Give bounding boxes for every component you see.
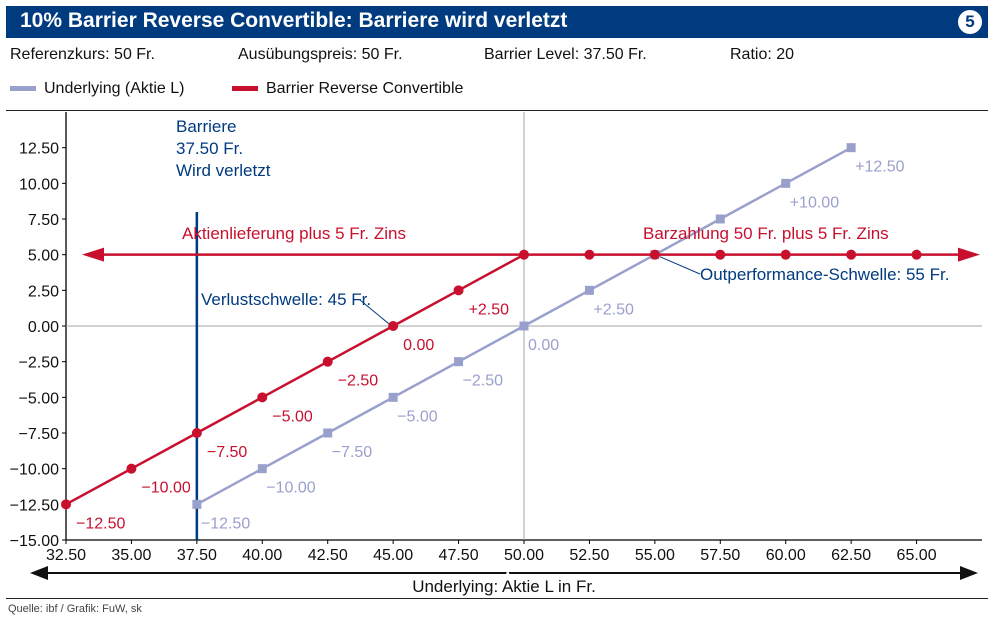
barrier-label: Barriere xyxy=(176,117,236,136)
outperformance-leader xyxy=(659,256,701,275)
x-tick-label: 52.50 xyxy=(569,547,609,564)
x-tick-label: 35.00 xyxy=(111,547,151,564)
source-note: Quelle: ibf / Grafik: FuW, sk xyxy=(8,603,142,615)
barrier-label: Wird verletzt xyxy=(176,161,271,180)
brc-point xyxy=(322,356,333,367)
series-line-brc xyxy=(65,253,525,506)
underlying-point xyxy=(323,428,333,438)
brc-point xyxy=(715,249,726,260)
underlying-value-label: −12.50 xyxy=(201,515,250,532)
x-tick-label: 65.00 xyxy=(897,547,937,564)
y-tick-label: −5.00 xyxy=(19,390,60,407)
annotation-verlustschwelle: Verlustschwelle: 45 Fr. xyxy=(201,290,371,309)
brc-value-label: −2.50 xyxy=(338,373,379,390)
legend-brc-label: Barrier Reverse Convertible xyxy=(266,80,464,97)
underlying-point xyxy=(715,214,725,224)
title-bar: 10% Barrier Reverse Convertible: Barrier… xyxy=(6,6,988,38)
brc-point xyxy=(911,249,922,260)
param-referenzkurs: Referenzkurs: 50 Fr. xyxy=(10,46,155,63)
x-tick-label: 62.50 xyxy=(831,547,871,564)
y-tick-label: −10.00 xyxy=(10,462,59,479)
underlying-value-label: −7.50 xyxy=(332,444,373,461)
brc-value-label: −12.50 xyxy=(76,515,125,532)
underlying-point xyxy=(454,357,464,367)
brc-value-label: 0.00 xyxy=(403,337,434,354)
y-tick-label: 0.00 xyxy=(28,319,59,336)
legend-brc: Barrier Reverse Convertible xyxy=(232,80,463,98)
chart-title: 10% Barrier Reverse Convertible: Barrier… xyxy=(20,9,568,32)
brc-point xyxy=(780,249,791,260)
legend-swatch-brc xyxy=(232,86,258,92)
brc-point xyxy=(191,428,202,438)
brc-point xyxy=(519,249,529,260)
x-tick-label: 40.00 xyxy=(242,547,282,564)
x-tick-label: 47.50 xyxy=(439,547,479,564)
y-tick-label: 12.50 xyxy=(19,141,59,158)
y-tick-label: −7.50 xyxy=(19,426,60,443)
param-barrier-level: Barrier Level: 37.50 Fr. xyxy=(484,46,647,63)
x-tick-label: 32.50 xyxy=(46,547,86,564)
brc-point xyxy=(257,392,268,403)
y-tick-label: −2.50 xyxy=(19,355,60,372)
x-tick-label: 57.50 xyxy=(700,547,740,564)
x-axis-arrow-left xyxy=(30,566,48,580)
brc-cap-arrow-left xyxy=(82,247,104,262)
verlustschwelle-leader xyxy=(359,299,390,325)
brc-point xyxy=(388,321,399,331)
legend-underlying: Underlying (Aktie L) xyxy=(10,80,185,98)
y-tick-label: 5.00 xyxy=(28,248,59,265)
underlying-value-label: −2.50 xyxy=(463,373,504,390)
underlying-point xyxy=(388,392,398,402)
underlying-point xyxy=(257,464,267,474)
chart-number-badge: 5 xyxy=(958,10,982,34)
underlying-point xyxy=(846,143,856,153)
underlying-point xyxy=(781,178,791,188)
underlying-value-label: +10.00 xyxy=(790,194,839,211)
x-tick-label: 42.50 xyxy=(308,547,348,564)
brc-value-label: −10.00 xyxy=(141,480,190,497)
underlying-value-label: +2.50 xyxy=(593,301,634,318)
brc-cap-arrow-right xyxy=(958,247,980,262)
annotation-barzahlung: Barzahlung 50 Fr. plus 5 Fr. Zins xyxy=(643,224,889,243)
bottom-divider xyxy=(6,598,988,599)
y-tick-label: −12.50 xyxy=(10,497,59,514)
brc-point xyxy=(126,463,137,474)
underlying-point xyxy=(584,285,594,295)
top-divider xyxy=(6,110,988,111)
x-tick-label: 45.00 xyxy=(373,547,413,564)
brc-point xyxy=(453,285,464,296)
annotation-outperformance: Outperformance-Schwelle: 55 Fr. xyxy=(700,265,949,284)
y-tick-label: 7.50 xyxy=(28,212,59,229)
brc-value-label: −5.00 xyxy=(272,408,313,425)
barrier-label: 37.50 Fr. xyxy=(176,139,243,158)
underlying-point xyxy=(192,499,202,509)
brc-point xyxy=(649,249,660,260)
underlying-value-label: 0.00 xyxy=(528,337,559,354)
underlying-value-label: +12.50 xyxy=(855,159,904,176)
underlying-point xyxy=(519,321,529,331)
y-tick-label: −15.00 xyxy=(10,533,59,550)
underlying-value-label: −5.00 xyxy=(397,408,438,425)
param-ausuebungspreis: Ausübungspreis: 50 Fr. xyxy=(238,46,403,63)
y-tick-label: 2.50 xyxy=(28,283,59,300)
x-tick-label: 37.50 xyxy=(177,547,217,564)
brc-value-label: +2.50 xyxy=(469,301,510,318)
legend-swatch-underlying xyxy=(10,86,36,92)
param-ratio: Ratio: 20 xyxy=(730,46,795,63)
x-tick-label: 55.00 xyxy=(635,547,675,564)
brc-point xyxy=(846,249,857,260)
x-axis-arrow-right xyxy=(960,566,978,580)
x-tick-label: 60.00 xyxy=(766,547,806,564)
brc-point xyxy=(584,249,595,260)
brc-point xyxy=(61,499,71,510)
underlying-value-label: −10.00 xyxy=(266,480,315,497)
legend-underlying-label: Underlying (Aktie L) xyxy=(44,80,185,97)
annotation-aktienlieferung: Aktienlieferung plus 5 Fr. Zins xyxy=(182,224,406,243)
x-tick-label: 50.00 xyxy=(504,547,544,564)
x-axis-label: Underlying: Aktie L in Fr. xyxy=(412,577,596,596)
brc-value-label: −7.50 xyxy=(207,444,248,461)
y-tick-label: 10.00 xyxy=(19,176,59,193)
